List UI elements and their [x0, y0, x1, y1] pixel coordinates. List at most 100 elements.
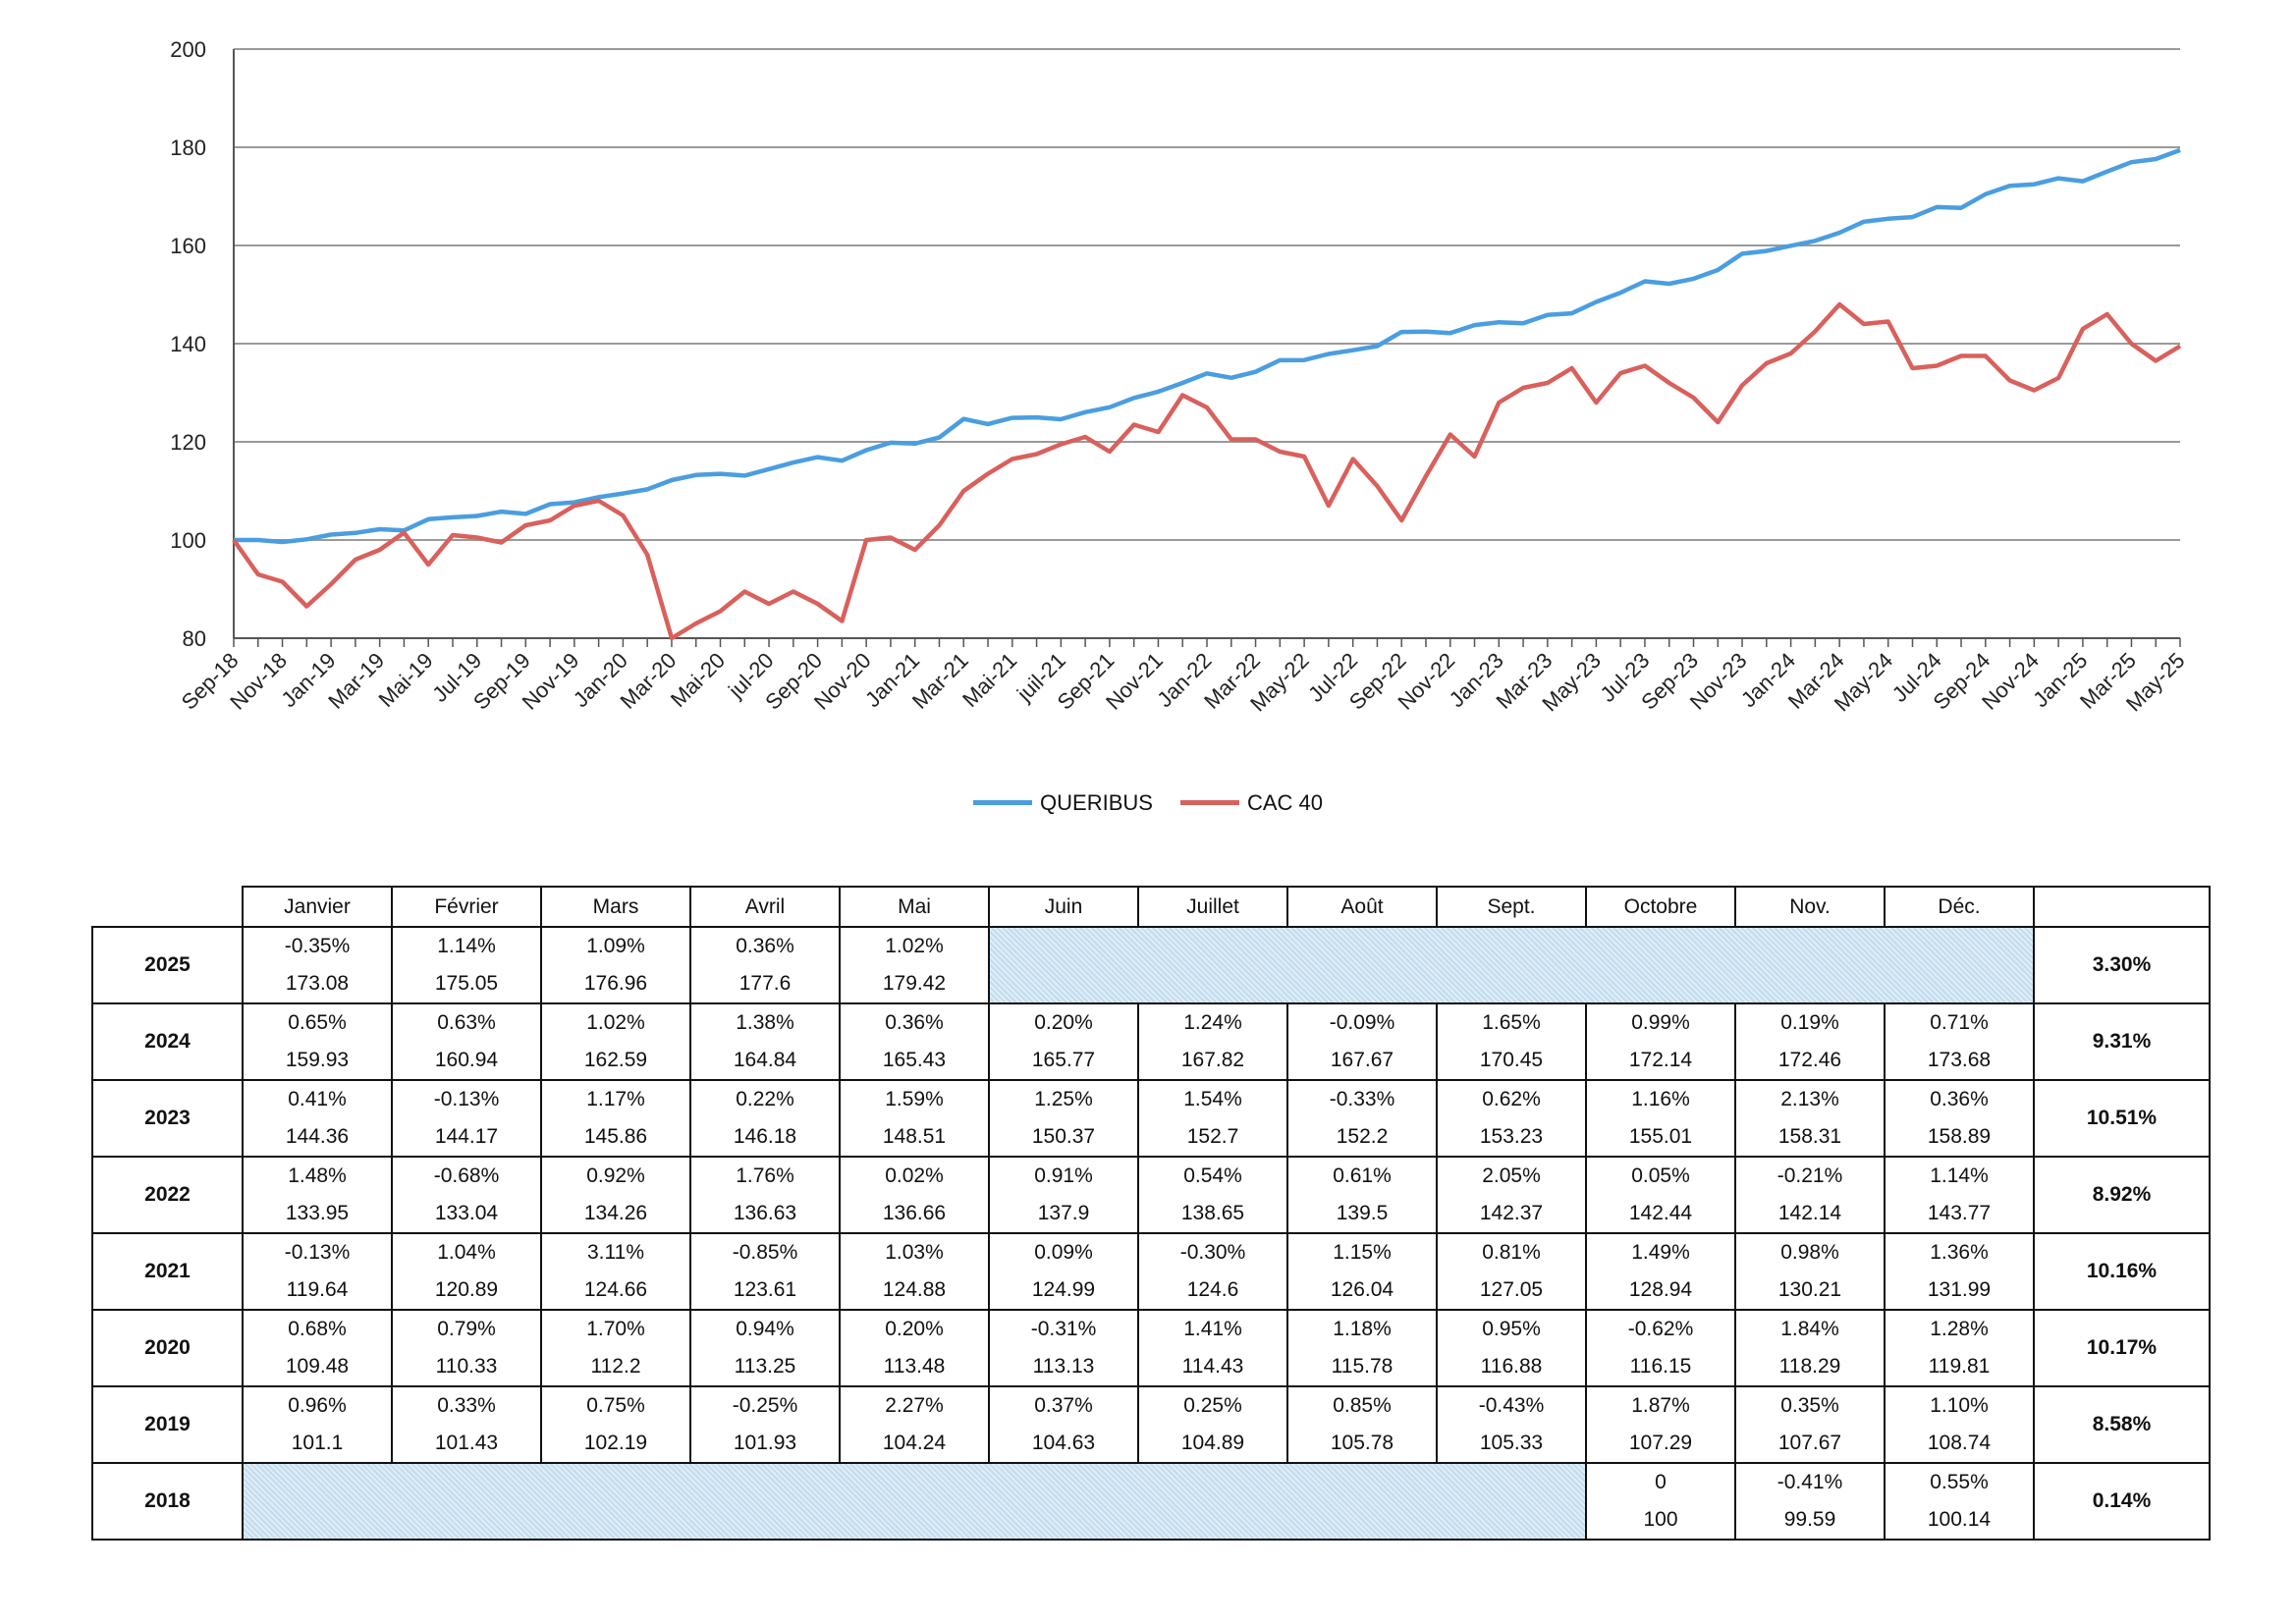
index-value: 175.05 — [434, 972, 499, 995]
index-value: 142.44 — [1628, 1202, 1693, 1224]
month-cell: 1.16% 155.01 — [1585, 1079, 1736, 1158]
month-cell: 1.14% 175.05 — [391, 926, 542, 1004]
index-value: 119.81 — [1928, 1355, 1991, 1378]
monthly-change: 0.94% — [736, 1318, 794, 1341]
month-cell: 0 100 — [1585, 1462, 1736, 1541]
index-value: 110.33 — [435, 1355, 498, 1378]
monthly-change: 0.55% — [1930, 1471, 1989, 1494]
index-value: 133.04 — [434, 1202, 499, 1224]
month-cell: -0.09% 167.67 — [1286, 1002, 1438, 1081]
month-cell: 0.36% 165.43 — [839, 1002, 990, 1081]
table-row: 2022 1.48% 133.95 -0.68% 133.04 0.92% 134.26 1.… — [91, 1156, 2211, 1234]
year-label: 2018 — [91, 1462, 244, 1541]
monthly-change: 1.59% — [885, 1088, 944, 1111]
monthly-change: 0.81% — [1482, 1241, 1541, 1265]
line-chart: 80100120140160180200Sep-18Nov-18Jan-19Ma… — [170, 37, 2189, 716]
monthly-change: -0.09% — [1329, 1011, 1395, 1035]
index-value: 101.1 — [291, 1432, 344, 1454]
month-header: Octobre — [1585, 886, 1736, 928]
month-cell: -0.85% 123.61 — [689, 1232, 841, 1311]
table-row: 2025 -0.35% 173.08 1.14% 175.05 1.09% 176.96 0.… — [91, 926, 2211, 1004]
month-cell: -0.21% 142.14 — [1734, 1156, 1886, 1234]
monthly-change: 0.25% — [1183, 1394, 1242, 1418]
y-tick-label: 160 — [170, 234, 206, 258]
index-value: 116.88 — [1480, 1355, 1543, 1378]
month-header: Juin — [988, 886, 1139, 928]
monthly-change: 0.36% — [736, 935, 794, 958]
month-cell: -0.33% 152.2 — [1286, 1079, 1438, 1158]
monthly-change: 1.54% — [1183, 1088, 1242, 1111]
index-value: 112.2 — [590, 1355, 641, 1378]
month-cell: 0.62% 153.23 — [1436, 1079, 1587, 1158]
index-value: 172.14 — [1628, 1049, 1693, 1071]
monthly-change: 0.22% — [736, 1088, 794, 1111]
month-header: Nov. — [1734, 886, 1886, 928]
month-cell: 3.11% 124.66 — [540, 1232, 691, 1311]
monthly-change: 2.27% — [885, 1394, 944, 1418]
index-value: 123.61 — [733, 1278, 797, 1301]
month-cell: 0.81% 127.05 — [1436, 1232, 1587, 1311]
index-value: 172.46 — [1777, 1049, 1842, 1071]
index-value: 115.78 — [1331, 1355, 1394, 1378]
index-value: 104.24 — [882, 1432, 947, 1454]
index-value: 104.89 — [1180, 1432, 1245, 1454]
month-cell: 1.76% 136.63 — [689, 1156, 841, 1234]
index-value: 153.23 — [1479, 1125, 1544, 1148]
month-cell: -0.30% 124.6 — [1137, 1232, 1288, 1311]
index-value: 179.42 — [882, 972, 947, 995]
index-value: 158.89 — [1927, 1125, 1992, 1148]
table-row: 2018 0 100 -0.41% 99.59 0.55% 100.14 0.14% — [91, 1462, 2211, 1541]
year-label: 2022 — [91, 1156, 244, 1234]
month-cell: 0.55% 100.14 — [1884, 1462, 2035, 1541]
table-row: 2023 0.41% 144.36 -0.13% 144.17 1.17% 145.86 0.… — [91, 1079, 2211, 1158]
month-cell: 0.25% 104.89 — [1137, 1385, 1288, 1464]
y-tick-label: 140 — [170, 332, 206, 356]
month-cell: 0.35% 107.67 — [1734, 1385, 1886, 1464]
month-cell: 0.95% 116.88 — [1436, 1309, 1587, 1387]
month-cell: -0.31% 113.13 — [988, 1309, 1139, 1387]
month-cell: -0.41% 99.59 — [1734, 1462, 1886, 1541]
annual-total: 10.16% — [2033, 1232, 2211, 1311]
annual-total: 9.31% — [2033, 1002, 2211, 1081]
month-header: Déc. — [1884, 886, 2035, 928]
legend-label: QUERIBUS — [1040, 789, 1153, 815]
monthly-change: -0.30% — [1179, 1241, 1246, 1265]
index-value: 164.84 — [733, 1049, 797, 1071]
monthly-change: 0.68% — [288, 1318, 347, 1341]
index-value: 100.14 — [1927, 1508, 1992, 1531]
index-value: 108.74 — [1927, 1432, 1992, 1454]
table-row: 2020 0.68% 109.48 0.79% 110.33 1.70% 112.2 0.94… — [91, 1309, 2211, 1387]
index-value: 144.17 — [434, 1125, 499, 1148]
month-cell: 0.75% 102.19 — [540, 1385, 691, 1464]
monthly-change: 1.28% — [1930, 1318, 1989, 1341]
monthly-change: 0.98% — [1780, 1241, 1839, 1265]
month-cell: 0.20% 165.77 — [988, 1002, 1139, 1081]
month-header: Juillet — [1137, 886, 1288, 928]
month-cell: 1.48% 133.95 — [242, 1156, 393, 1234]
index-value: 155.01 — [1628, 1125, 1693, 1148]
legend-swatch — [1179, 800, 1239, 805]
index-value: 176.96 — [583, 972, 648, 995]
y-tick-label: 80 — [183, 626, 206, 651]
monthly-change: 0.19% — [1780, 1011, 1839, 1035]
index-value: 102.19 — [583, 1432, 648, 1454]
index-value: 173.68 — [1927, 1049, 1992, 1071]
month-cell: -0.13% 144.17 — [391, 1079, 542, 1158]
table-row: 2021 -0.13% 119.64 1.04% 120.89 3.11% 124.66 -0… — [91, 1232, 2211, 1311]
monthly-change: 1.10% — [1930, 1394, 1989, 1418]
index-value: 101.43 — [434, 1432, 499, 1454]
annual-total: 8.92% — [2033, 1156, 2211, 1234]
index-value: 99.59 — [1783, 1508, 1836, 1531]
y-tick-label: 120 — [170, 430, 206, 455]
month-cell: -0.13% 119.64 — [242, 1232, 393, 1311]
monthly-change: 2.05% — [1482, 1164, 1541, 1188]
index-value: 152.7 — [1186, 1125, 1239, 1148]
monthly-change: 0.33% — [437, 1394, 496, 1418]
month-cell: 1.38% 164.84 — [689, 1002, 841, 1081]
month-cell: 1.70% 112.2 — [540, 1309, 691, 1387]
annual-total: 8.58% — [2033, 1385, 2211, 1464]
index-value: 107.29 — [1628, 1432, 1693, 1454]
monthly-performance-table: Janvier Février Mars Avril Mai Juin Juillet Aoû… — [91, 886, 2211, 1541]
monthly-change: 1.48% — [288, 1164, 347, 1188]
index-value: 133.95 — [285, 1202, 350, 1224]
